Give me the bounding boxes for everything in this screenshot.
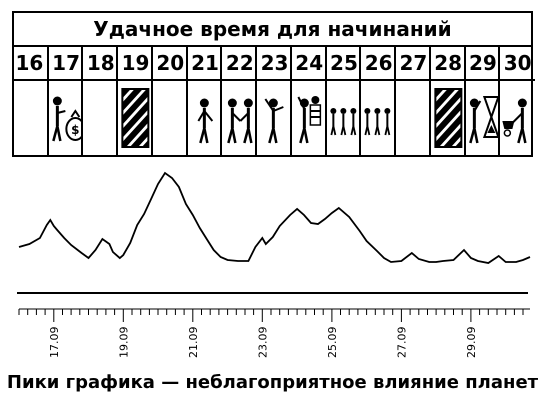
influence-chart: 17.09 19.09 21.09 23.09 25.09 27.09 29.09: [17, 171, 531, 359]
table-title: Удачное время для начинаний: [14, 13, 531, 47]
day-number: 18: [83, 47, 119, 81]
day-cell-16: 16: [12, 47, 47, 157]
x-tick-label: 25.09: [326, 327, 339, 359]
day-number: 25: [326, 47, 362, 81]
man-pushing-wheelbarrow-icon: [500, 81, 535, 157]
day-cell-19: 19: [116, 47, 153, 157]
x-tick-label: 19.09: [117, 327, 130, 359]
man-with-hourglass-icon: [466, 81, 501, 157]
day-cell-28: 28: [428, 47, 466, 157]
days-row: 16 17 $18 19 20 21 22 23 24 25: [12, 47, 535, 157]
day-cell-27: 27: [394, 47, 431, 157]
day-empty-slot: [396, 81, 431, 157]
day-number: 19: [118, 47, 153, 81]
series-line-0: [18, 171, 531, 264]
day-cell-23: 23: [255, 47, 292, 157]
day-cell-18: 18: [81, 47, 119, 157]
day-cell-30: 30: [498, 47, 535, 157]
day-empty-slot: [153, 81, 188, 157]
day-number: 20: [152, 47, 188, 81]
day-cell-17: 17 $: [46, 47, 84, 157]
day-number: 30: [500, 47, 535, 81]
hatched-box-icon: [118, 81, 153, 157]
x-tick-label: 27.09: [395, 327, 408, 359]
x-tick-label: 17.09: [48, 327, 61, 359]
day-empty-slot: [12, 81, 47, 157]
day-number: 28: [430, 47, 466, 81]
day-number: 16: [12, 47, 47, 81]
day-cell-25: 25: [324, 47, 362, 157]
day-number: 22: [222, 47, 258, 81]
day-number: 23: [257, 47, 292, 81]
day-cell-20: 20: [150, 47, 188, 157]
favorable-days-table: Удачное время для начинаний 16 17 $18 19 20…: [12, 11, 535, 157]
man-waving-icon: [257, 81, 292, 157]
day-number: 29: [465, 47, 501, 81]
hatched-box-icon: [431, 81, 466, 157]
svg-text:$: $: [71, 123, 79, 137]
day-cell-22: 22: [220, 47, 258, 157]
walking-man-icon: [188, 81, 223, 157]
chart-caption: Пики графика — неблагоприятное влияние п…: [6, 372, 539, 393]
group-of-people-icon: [327, 81, 362, 157]
day-number: 24: [291, 47, 327, 81]
day-empty-slot: [83, 81, 118, 157]
day-number: 27: [396, 47, 431, 81]
day-number: 21: [187, 47, 223, 81]
x-tick-label: 29.09: [465, 327, 478, 359]
man-with-money-bag-icon: $: [49, 81, 84, 157]
day-cell-24: 24: [289, 47, 327, 157]
day-cell-21: 21: [185, 47, 223, 157]
x-tick-label: 21.09: [187, 327, 200, 359]
handshake-icon: [222, 81, 257, 157]
day-cell-26: 26: [359, 47, 397, 157]
group-of-people-icon: [361, 81, 396, 157]
man-with-striped-shirt-icon: [292, 81, 327, 157]
day-cell-29: 29: [463, 47, 501, 157]
day-number: 26: [361, 47, 397, 81]
x-tick-label: 23.09: [256, 327, 269, 359]
day-number: 17: [48, 47, 84, 81]
